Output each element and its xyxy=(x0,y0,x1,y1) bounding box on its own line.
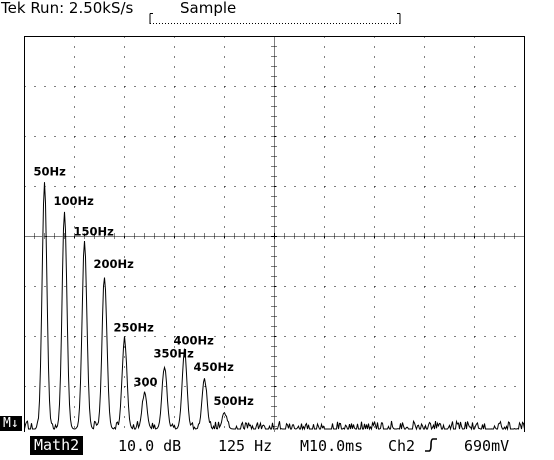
math-channel-badge[interactable]: Math2 xyxy=(30,436,84,455)
frequency-per-division: 125 Hz xyxy=(218,437,273,455)
math-marker: M↓ xyxy=(0,416,22,431)
run-status: Run: 2.50kS/s xyxy=(30,0,134,17)
peak-label: 200Hz xyxy=(94,257,135,271)
record-bracket xyxy=(149,13,401,24)
acquisition-mode: Sample xyxy=(180,0,237,17)
peak-label: 150Hz xyxy=(74,225,115,239)
peak-label: 100Hz xyxy=(54,194,95,208)
vertical-scale: 10.0 dB xyxy=(118,437,182,455)
status-bar: Math2 10.0 dB 125 Hz M10.0ms Ch2 690mV xyxy=(0,432,554,460)
brand-label: Tek xyxy=(1,0,26,17)
rising-edge-icon xyxy=(425,438,437,452)
peak-label: 450Hz xyxy=(194,360,235,374)
scope-status: Tek Run: 2.50kS/s xyxy=(1,0,133,16)
peak-label: 50Hz xyxy=(34,165,67,179)
graticule xyxy=(24,36,525,432)
peak-label: 500Hz xyxy=(214,394,255,408)
timebase: M10.0ms xyxy=(300,437,364,455)
peak-label: 300 xyxy=(134,375,158,389)
trigger-source: Ch2 xyxy=(388,437,416,455)
spectrum-trace xyxy=(24,182,525,431)
peak-label: 350Hz xyxy=(154,347,195,361)
trigger-level: 690mV xyxy=(464,437,510,455)
plot-frame xyxy=(24,36,525,432)
peak-label: 400Hz xyxy=(174,334,215,348)
peak-label: 250Hz xyxy=(114,321,155,335)
